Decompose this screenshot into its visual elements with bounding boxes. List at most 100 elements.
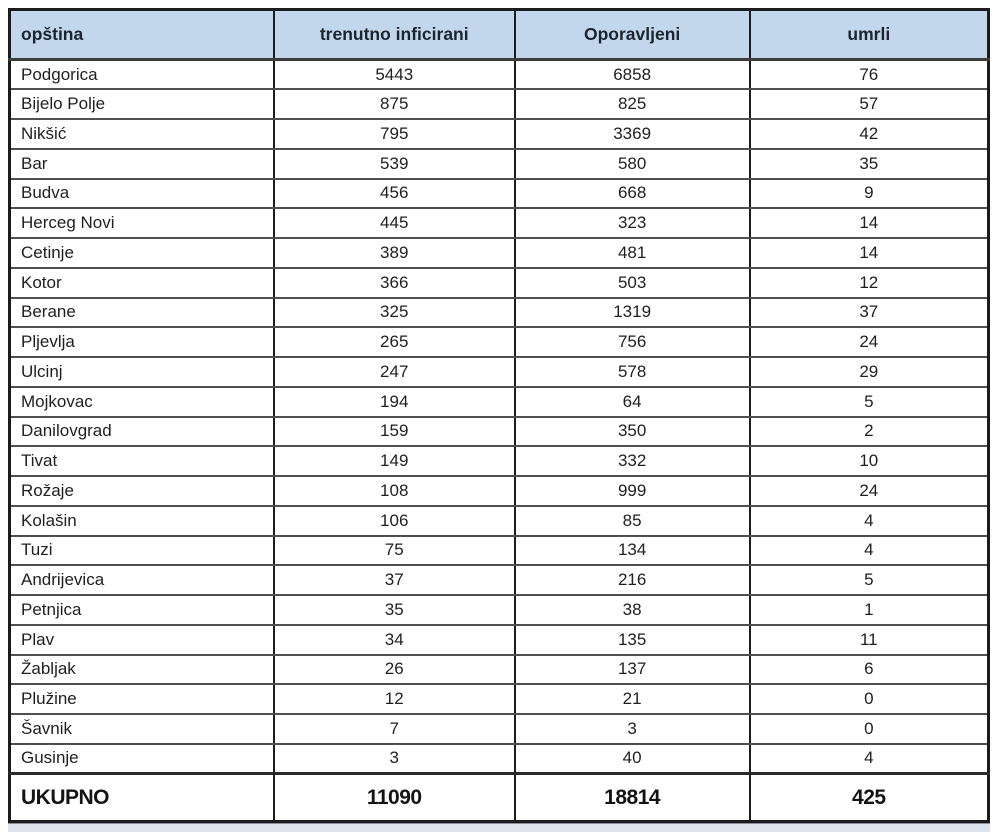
value-cell: 3369 bbox=[513, 118, 751, 150]
table-row: Rožaje 108 999 24 bbox=[8, 475, 990, 507]
value-cell: 11 bbox=[748, 623, 990, 656]
value-cell: 134 bbox=[513, 534, 751, 567]
value-cell: 265 bbox=[272, 326, 516, 358]
value-cell: 875 bbox=[272, 88, 516, 120]
value-cell: 75 bbox=[272, 534, 516, 567]
table-body: Podgorica 5443 6858 76 Bijelo Polje 875 825 57 N… bbox=[8, 59, 990, 775]
municipality-name: Andrijevica bbox=[8, 564, 275, 596]
table-row: Ulcinj 247 578 29 bbox=[8, 356, 990, 388]
value-cell: 580 bbox=[513, 147, 751, 180]
municipality-name: Plužine bbox=[8, 683, 275, 715]
value-cell: 24 bbox=[748, 326, 990, 358]
table-row: Nikšić 795 3369 42 bbox=[8, 118, 990, 150]
value-cell: 34 bbox=[272, 623, 516, 656]
table-row: Mojkovac 194 64 5 bbox=[8, 385, 990, 418]
table-row: Gusinje 3 40 4 bbox=[8, 742, 990, 775]
value-cell: 503 bbox=[513, 266, 751, 299]
total-label: UKUPNO bbox=[8, 772, 275, 822]
value-cell: 325 bbox=[272, 296, 516, 329]
table-row: Plužine 12 21 0 bbox=[8, 683, 990, 715]
municipality-name: Bar bbox=[8, 147, 275, 180]
value-cell: 539 bbox=[272, 147, 516, 180]
value-cell: 35 bbox=[748, 147, 990, 180]
column-header-umrli: umrli bbox=[748, 9, 990, 61]
table-row: Podgorica 5443 6858 76 bbox=[8, 59, 990, 91]
value-cell: 323 bbox=[513, 207, 751, 239]
value-cell: 4 bbox=[748, 504, 990, 537]
municipality-name: Pljevlja bbox=[8, 326, 275, 358]
municipality-name: Podgorica bbox=[8, 59, 275, 91]
value-cell: 6858 bbox=[513, 59, 751, 91]
column-header-oporavljeni: Oporavljeni bbox=[513, 9, 751, 61]
value-cell: 29 bbox=[748, 356, 990, 388]
value-cell: 0 bbox=[748, 683, 990, 715]
value-cell: 2 bbox=[748, 415, 990, 448]
table-row: Bar 539 580 35 bbox=[8, 147, 990, 180]
value-cell: 247 bbox=[272, 356, 516, 388]
municipality-name: Nikšić bbox=[8, 118, 275, 150]
municipality-name: Plav bbox=[8, 623, 275, 656]
total-row: UKUPNO 11090 18814 425 bbox=[8, 772, 990, 822]
value-cell: 24 bbox=[748, 475, 990, 507]
table-row: Andrijevica 37 216 5 bbox=[8, 564, 990, 596]
municipality-name: Žabljak bbox=[8, 653, 275, 686]
value-cell: 5 bbox=[748, 385, 990, 418]
table-row: Cetinje 389 481 14 bbox=[8, 237, 990, 269]
municipality-name: Tuzi bbox=[8, 534, 275, 567]
table-row: Tuzi 75 134 4 bbox=[8, 534, 990, 567]
header-row: opština trenutno inficirani Oporavljeni umr… bbox=[8, 9, 990, 61]
municipality-name: Cetinje bbox=[8, 237, 275, 269]
value-cell: 35 bbox=[272, 594, 516, 626]
table-row: Šavnik 7 3 0 bbox=[8, 713, 990, 745]
table-footer: UKUPNO 11090 18814 425 bbox=[8, 772, 990, 822]
value-cell: 137 bbox=[513, 653, 751, 686]
municipality-name: Budva bbox=[8, 177, 275, 210]
table-row: Bijelo Polje 875 825 57 bbox=[8, 88, 990, 120]
value-cell: 795 bbox=[272, 118, 516, 150]
cropped-next-row-strip bbox=[8, 823, 990, 832]
value-cell: 159 bbox=[272, 415, 516, 448]
value-cell: 668 bbox=[513, 177, 751, 210]
value-cell: 0 bbox=[748, 713, 990, 745]
value-cell: 481 bbox=[513, 237, 751, 269]
municipality-name: Šavnik bbox=[8, 713, 275, 745]
value-cell: 85 bbox=[513, 504, 751, 537]
value-cell: 194 bbox=[272, 385, 516, 418]
municipality-name: Bijelo Polje bbox=[8, 88, 275, 120]
table-row: Pljevlja 265 756 24 bbox=[8, 326, 990, 358]
municipality-name: Tivat bbox=[8, 445, 275, 477]
value-cell: 149 bbox=[272, 445, 516, 477]
table-row: Berane 325 1319 37 bbox=[8, 296, 990, 329]
value-cell: 14 bbox=[748, 237, 990, 269]
value-cell: 7 bbox=[272, 713, 516, 745]
value-cell: 389 bbox=[272, 237, 516, 269]
value-cell: 578 bbox=[513, 356, 751, 388]
value-cell: 216 bbox=[513, 564, 751, 596]
value-cell: 14 bbox=[748, 207, 990, 239]
value-cell: 1319 bbox=[513, 296, 751, 329]
total-value-cell: 18814 bbox=[513, 772, 751, 822]
table-row: Danilovgrad 159 350 2 bbox=[8, 415, 990, 448]
table-row: Kolašin 106 85 4 bbox=[8, 504, 990, 537]
value-cell: 76 bbox=[748, 59, 990, 91]
value-cell: 366 bbox=[272, 266, 516, 299]
table-row: Tivat 149 332 10 bbox=[8, 445, 990, 477]
value-cell: 445 bbox=[272, 207, 516, 239]
value-cell: 64 bbox=[513, 385, 751, 418]
value-cell: 26 bbox=[272, 653, 516, 686]
value-cell: 332 bbox=[513, 445, 751, 477]
value-cell: 350 bbox=[513, 415, 751, 448]
municipality-name: Kotor bbox=[8, 266, 275, 299]
column-header-opstina: opština bbox=[8, 9, 275, 61]
value-cell: 999 bbox=[513, 475, 751, 507]
value-cell: 456 bbox=[272, 177, 516, 210]
municipality-name: Ulcinj bbox=[8, 356, 275, 388]
value-cell: 3 bbox=[513, 713, 751, 745]
value-cell: 6 bbox=[748, 653, 990, 686]
value-cell: 9 bbox=[748, 177, 990, 210]
value-cell: 106 bbox=[272, 504, 516, 537]
table-row: Plav 34 135 11 bbox=[8, 623, 990, 656]
column-header-trenutno-inficirani: trenutno inficirani bbox=[272, 9, 516, 61]
table-row: Petnjica 35 38 1 bbox=[8, 594, 990, 626]
value-cell: 4 bbox=[748, 534, 990, 567]
